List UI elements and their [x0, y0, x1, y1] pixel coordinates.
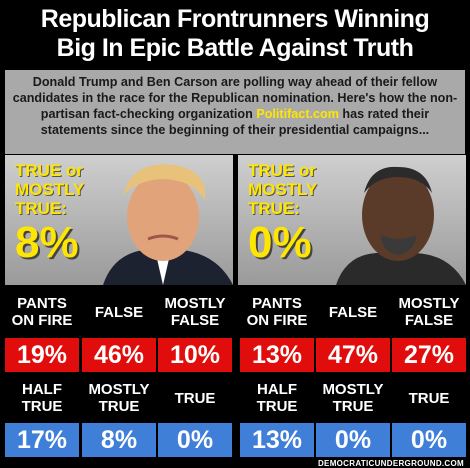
rating-label: MOSTLY TRUE	[316, 376, 390, 420]
rating-value: 0%	[316, 423, 390, 457]
rating-label: HALF TRUE	[240, 376, 314, 420]
rating-value: 19%	[5, 338, 79, 372]
rating-label: TRUE	[158, 376, 232, 420]
rating-label-line: PANTS	[17, 295, 67, 312]
rating-label-line: HALF	[22, 381, 62, 398]
summary-label-line: TRUE:	[15, 199, 67, 218]
summary-label-line: TRUE or	[248, 161, 316, 180]
rating-label-line: TRUE	[98, 398, 140, 415]
rating-label-line: ON FIRE	[246, 312, 308, 329]
rating-value: 8%	[82, 423, 156, 457]
intro-link: Politifact.com	[256, 107, 339, 121]
intro: Donald Trump and Ben Carson are polling …	[5, 70, 465, 154]
rating-value: 27%	[392, 338, 466, 372]
rating-label: PANTS ON FIRE	[5, 290, 79, 334]
rating-value: 13%	[240, 423, 314, 457]
rating-label-line: MOSTLY	[398, 295, 460, 312]
rating-label-line: TRUE	[408, 389, 450, 407]
rating-label-line: PANTS	[252, 295, 302, 312]
summary-label-line: MOSTLY	[248, 180, 318, 199]
rating-label: FALSE	[82, 290, 156, 334]
rating-label: TRUE	[392, 376, 466, 420]
footer: DEMOCRATICUNDERGROUND.COM	[317, 459, 464, 468]
rating-value: 17%	[5, 423, 79, 457]
summary-label-line: MOSTLY	[15, 180, 85, 199]
rating-label-line: TRUE	[174, 389, 216, 407]
intro-text: Donald Trump and Ben Carson are polling …	[12, 75, 458, 121]
summary-value: 8%	[15, 218, 79, 267]
rating-label-line: FALSE	[328, 303, 378, 321]
panel: TRUE or MOSTLY TRUE: 8%	[5, 155, 233, 285]
portrait	[336, 166, 466, 285]
rating-value: 47%	[316, 338, 390, 372]
rating-value: 13%	[240, 338, 314, 372]
summary-value: 0%	[248, 218, 312, 267]
rating-label-line: MOSTLY	[322, 381, 384, 398]
rating-label-line: HALF	[257, 381, 297, 398]
rating-label: MOSTLY FALSE	[158, 290, 232, 334]
intro-text: has rated their statements since the beg…	[40, 107, 430, 137]
rating-label-line: TRUE	[256, 398, 298, 415]
rating-value: 0%	[158, 423, 232, 457]
summary-label: TRUE or MOSTLY TRUE:	[15, 161, 84, 218]
rating-label: FALSE	[316, 290, 390, 334]
rating-label: MOSTLY TRUE	[82, 376, 156, 420]
rating-value: 0%	[392, 423, 466, 457]
rating-label-line: TRUE	[332, 398, 374, 415]
rating-value: 10%	[158, 338, 232, 372]
title-line: Big In Epic Battle Against Truth	[56, 34, 414, 62]
rating-label-line: MOSTLY	[164, 295, 226, 312]
summary-label-line: TRUE:	[248, 199, 300, 218]
rating-label-line: TRUE	[21, 398, 63, 415]
rating-value: 46%	[82, 338, 156, 372]
rating-label-line: ON FIRE	[11, 312, 73, 329]
title-line: Republican Frontrunners Winning	[40, 5, 430, 33]
rating-label-line: MOSTLY	[88, 381, 150, 398]
rating-label-line: FALSE	[170, 312, 220, 329]
summary-label: TRUE or MOSTLY TRUE:	[248, 161, 317, 218]
rating-label-line: FALSE	[94, 303, 144, 321]
rating-label: HALF TRUE	[5, 376, 79, 420]
rating-label-line: FALSE	[404, 312, 454, 329]
summary-label-line: TRUE or	[15, 161, 83, 180]
panel: TRUE or MOSTLY TRUE: 0%	[238, 155, 466, 285]
portrait	[103, 164, 233, 285]
rating-label: MOSTLY FALSE	[392, 290, 466, 334]
rating-label: PANTS ON FIRE	[240, 290, 314, 334]
